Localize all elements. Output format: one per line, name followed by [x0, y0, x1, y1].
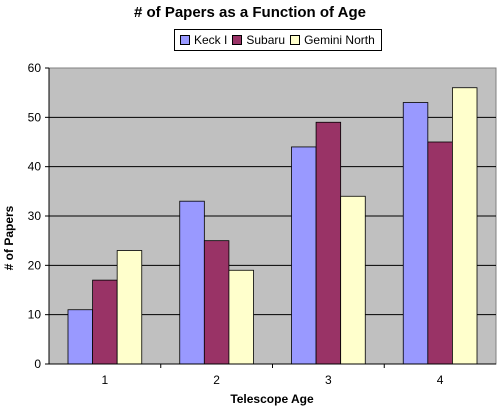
- chart-title: # of Papers as a Function of Age: [134, 4, 366, 21]
- y-tick-label: 0: [34, 357, 41, 371]
- bar-subaru: [315, 121, 342, 365]
- legend-swatch-keck: [180, 35, 190, 45]
- y-tick-label: 30: [28, 209, 42, 223]
- bar-keck-i: [67, 309, 93, 365]
- legend-item-subaru: Subaru: [232, 33, 285, 47]
- legend-swatch-subaru: [232, 35, 243, 45]
- legend-label-gemini: Gemini North: [304, 33, 375, 47]
- bar-subaru: [92, 279, 118, 365]
- legend-swatch-gemini: [290, 35, 301, 45]
- bar-keck-i: [291, 146, 317, 365]
- y-tick-label: 40: [28, 160, 42, 174]
- legend: Keck I Subaru Gemini North: [174, 29, 382, 51]
- legend-label-keck: Keck I: [194, 33, 228, 47]
- legend-item-gemini: Gemini North: [290, 33, 375, 47]
- y-tick-label: 60: [28, 61, 42, 75]
- bar-keck-i: [179, 200, 205, 365]
- bar-subaru: [203, 240, 230, 365]
- y-tick-label: 50: [28, 110, 42, 124]
- y-tick-label: 10: [28, 308, 42, 322]
- bar-gemini-north: [452, 87, 478, 365]
- bar-gemini-north: [340, 195, 366, 365]
- y-axis-title: # of Papers: [2, 205, 16, 270]
- bar-gemini-north: [116, 250, 143, 365]
- legend-item-keck: Keck I: [180, 33, 227, 47]
- x-tick-label: 4: [437, 373, 444, 387]
- legend-label-subaru: Subaru: [246, 33, 286, 47]
- x-axis-title: Telescope Age: [230, 392, 314, 406]
- bar-gemini-north: [228, 269, 254, 365]
- bar-subaru: [427, 141, 453, 365]
- x-tick-label: 1: [102, 373, 109, 387]
- x-tick-label: 2: [213, 373, 220, 387]
- y-tick-label: 20: [28, 258, 42, 272]
- bar-keck-i: [402, 102, 429, 365]
- x-tick-label: 3: [325, 373, 332, 387]
